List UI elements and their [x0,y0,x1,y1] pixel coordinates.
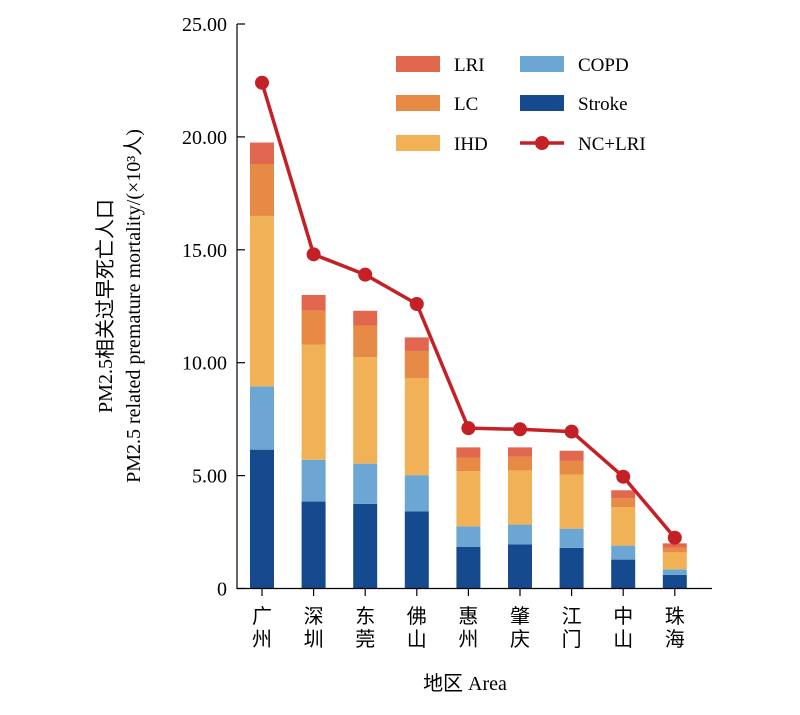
x-tick-label-1: 深圳 [304,605,324,651]
axes [236,24,712,590]
y-axis-title-line1: PM2.5相关过早死亡人口 [94,199,117,413]
bar-stroke-5 [508,544,532,589]
bar-lc-6 [559,460,584,475]
bar-lri-5 [508,447,532,457]
bar-lri-3 [404,337,429,351]
legend-swatch-copd [520,56,564,72]
nc-lri-point-7 [616,469,631,484]
bar-lri-1 [301,294,326,311]
x-tick-label-5: 肇庆 [510,605,530,651]
nc-lri-point-3 [409,296,424,311]
bar-lri-6 [559,450,584,461]
x-tick-label-0: 广州 [252,605,272,651]
bar-ihd-5 [508,470,532,525]
y-tick-label-4: 20.00 [182,127,227,149]
legend-label-stroke: Stroke [578,94,628,115]
bar-lri-8 [662,543,687,548]
bar-ihd-4 [456,471,481,527]
x-tick-label-4: 惠州 [458,605,478,651]
nc-lri-point-2 [358,267,373,282]
bar-stroke-2 [353,503,378,589]
bar-copd-1 [301,459,326,502]
bar-lc-0 [250,163,274,216]
bar-lc-1 [301,310,326,345]
x-tick-label-2: 东莞 [355,605,375,651]
y-tick-label-0: 0 [217,579,227,601]
nc-lri-point-0 [255,75,269,90]
x-tick-label-3: 佛山 [407,605,427,651]
legend-label-nclri: NC+LRI [578,134,646,155]
bar-stroke-7 [611,559,636,589]
bar-lri-4 [456,447,481,458]
bar-stroke-1 [301,501,326,589]
bar-ihd-7 [611,507,636,546]
legend-label-lri: LRI [454,55,485,76]
legend-label-copd: COPD [578,55,629,76]
bar-lc-2 [353,325,378,358]
legend-swatch-stroke [520,95,564,111]
nc-lri-point-5 [513,422,527,437]
nc-lri-line-series [255,75,682,545]
bar-lc-4 [456,457,481,472]
bar-lc-8 [662,547,687,553]
legend-marker-nc-lri [535,136,549,150]
x-tick-label-7: 中山 [613,605,633,651]
bar-ihd-2 [353,357,378,464]
bar-ihd-3 [404,378,429,476]
bar-stroke-0 [250,449,274,589]
bar-ihd-1 [301,344,326,460]
x-axis-title: 地区 Area [423,672,507,695]
legend: LRI COPD LC Stroke IHD NC+LRI [396,55,646,155]
legend-swatch-ihd [396,135,440,151]
y-tick-label-3: 15.00 [182,240,227,262]
bar-lri-0 [250,142,274,164]
bar-copd-6 [559,528,584,548]
legend-swatch-lc [396,95,440,111]
nc-lri-point-8 [667,530,682,545]
bar-ihd-6 [559,474,584,529]
bar-copd-5 [508,524,532,545]
x-tick-label-8: 珠海 [665,605,685,651]
bar-ihd-0 [250,215,274,387]
bar-stroke-4 [456,546,481,589]
bar-stroke-8 [662,574,687,589]
bar-lc-5 [508,456,532,471]
bar-lri-2 [353,310,378,326]
nc-lri-point-1 [306,247,321,262]
legend-label-lc: LC [454,94,478,115]
bar-stacks [250,142,687,589]
bar-stroke-6 [559,547,584,589]
y-axis-title-line2: PM2.5 related premature mortality/(×10³人… [122,129,145,483]
legend-swatch-lri [396,56,440,72]
y-ticks: 0 5.00 10.00 15.00 20.00 25.00 [182,14,245,601]
bar-stroke-3 [404,511,429,589]
y-tick-label-1: 5.00 [192,466,227,488]
nc-lri-point-4 [461,421,476,436]
nc-lri-point-6 [564,424,579,439]
bar-lc-3 [404,350,429,379]
y-tick-label-2: 10.00 [182,353,227,375]
bar-copd-2 [353,463,378,504]
bar-copd-3 [404,475,429,512]
bar-copd-7 [611,545,636,560]
y-tick-label-5: 25.00 [182,14,227,36]
bar-copd-0 [250,386,274,450]
x-tick-label-6: 江门 [562,605,582,651]
legend-label-ihd: IHD [454,134,488,155]
bar-ihd-8 [662,552,687,570]
bar-lri-7 [611,490,636,499]
bar-copd-8 [662,569,687,575]
bar-lc-7 [611,498,636,508]
bar-copd-4 [456,526,481,547]
